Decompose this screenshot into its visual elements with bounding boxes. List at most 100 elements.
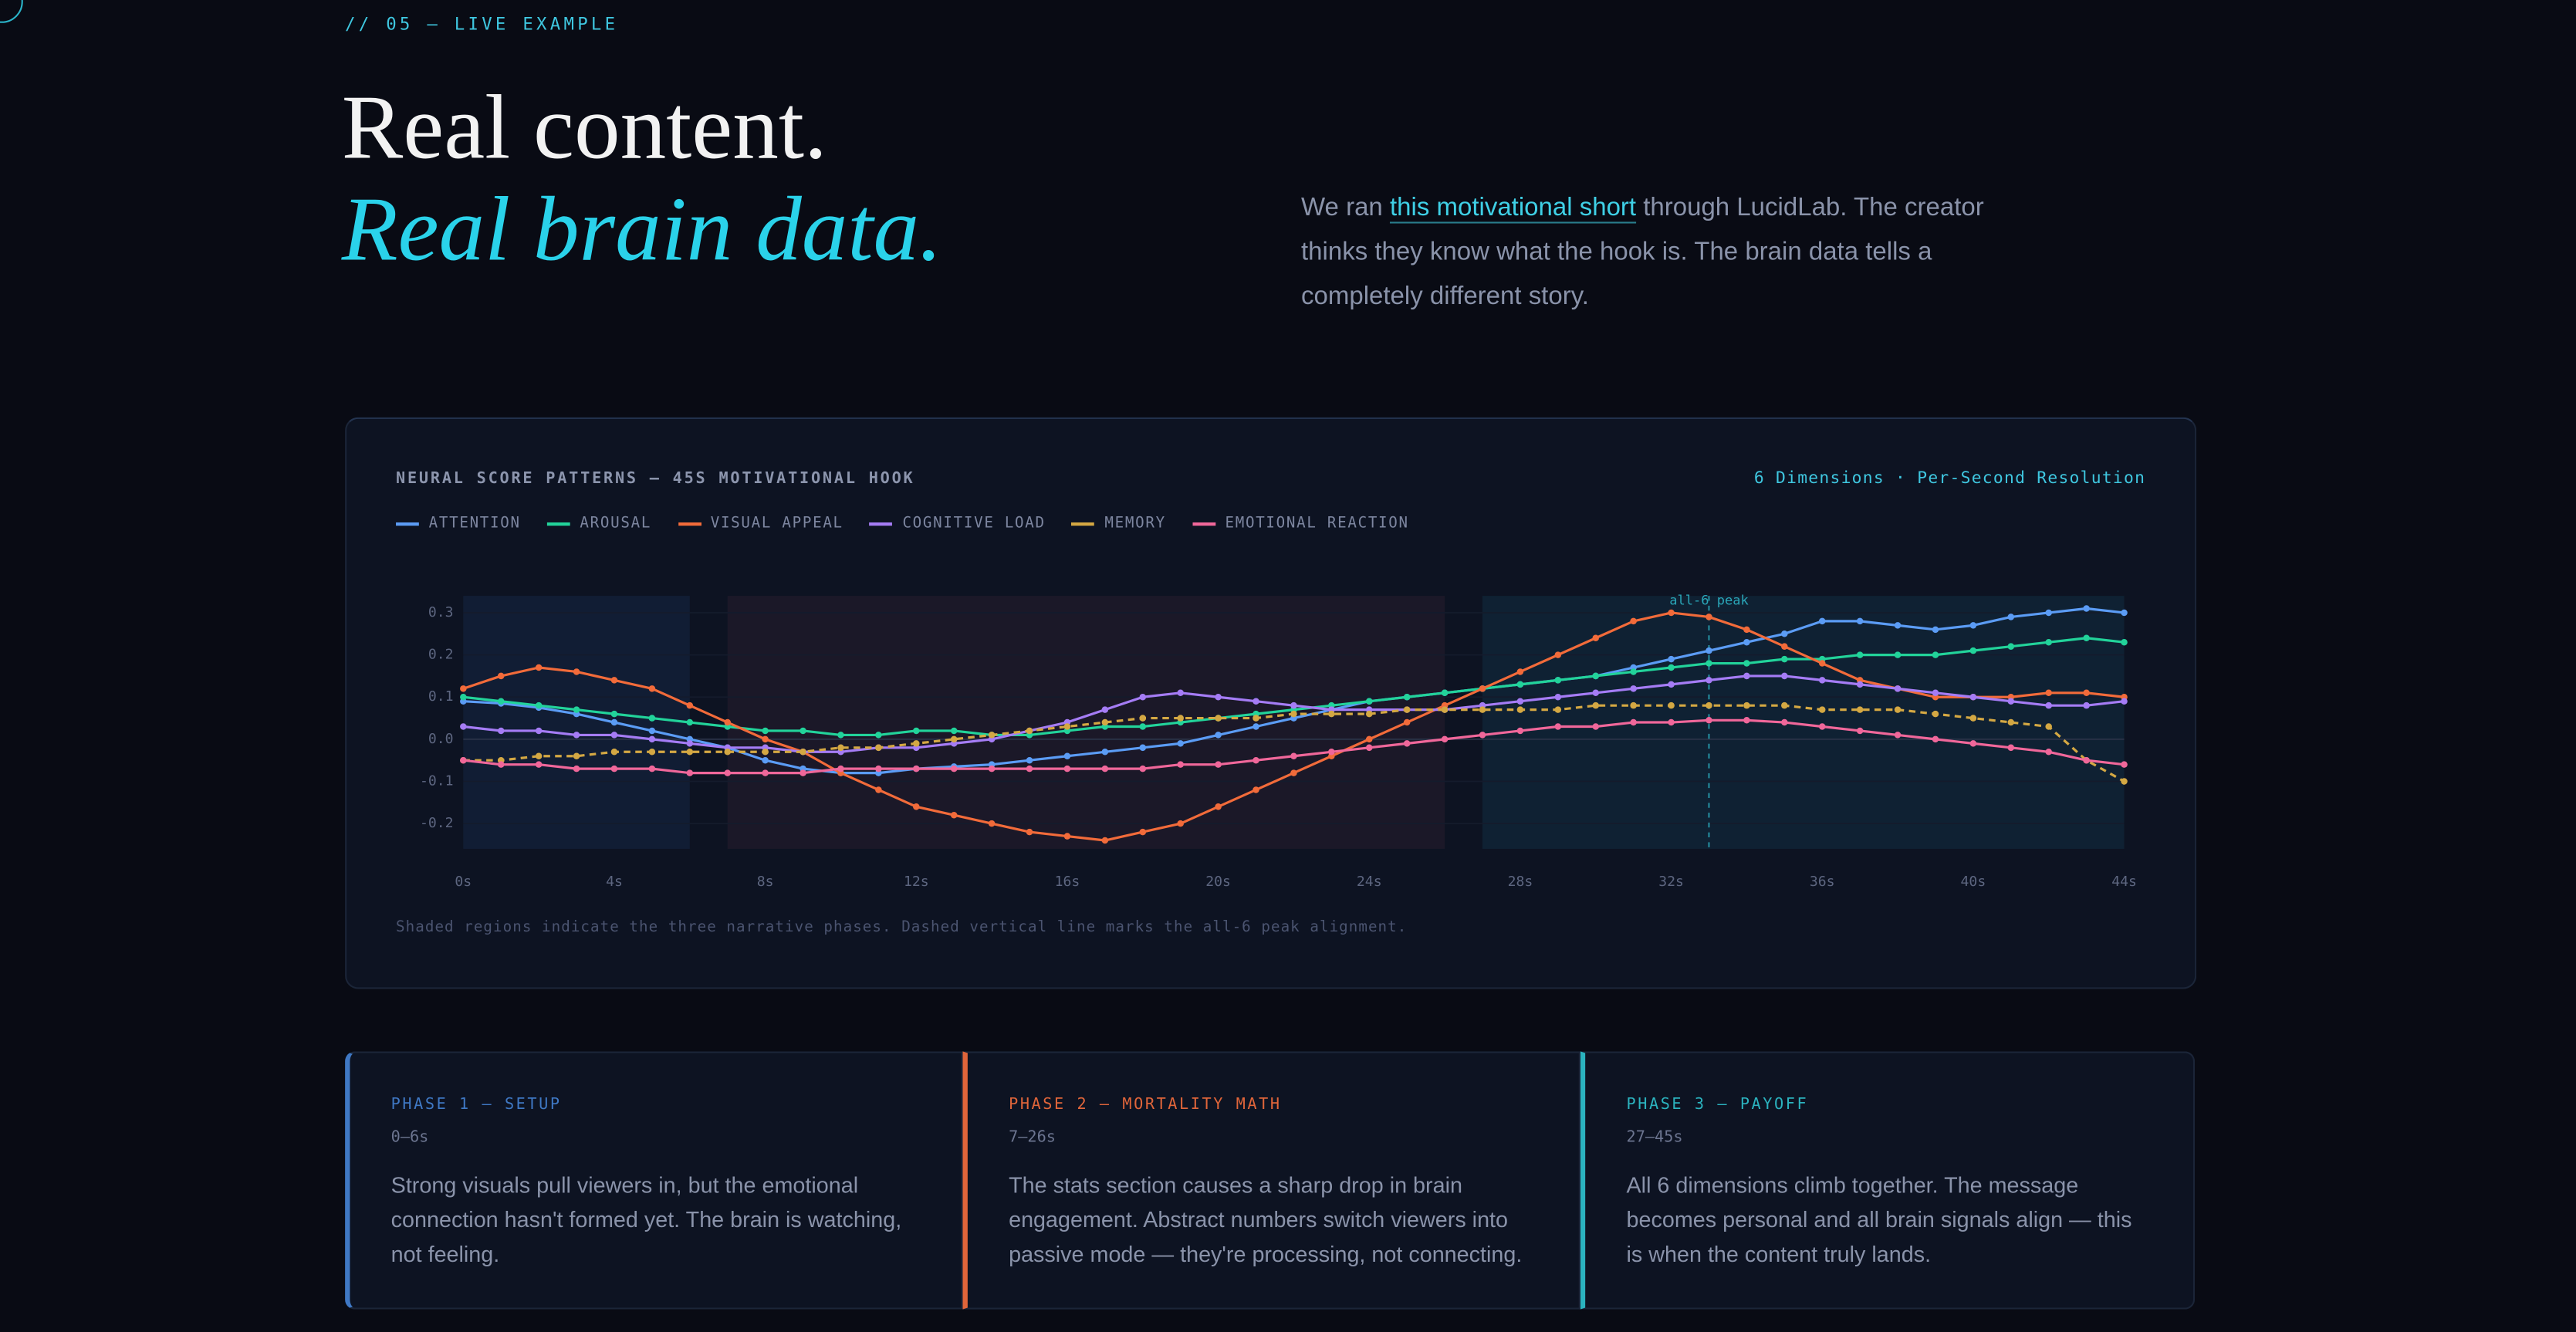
headline: Real content. — [341, 77, 827, 180]
data-point — [988, 765, 996, 772]
data-point — [1366, 698, 1373, 705]
legend-label: AROUSAL — [580, 516, 652, 532]
data-point — [1139, 828, 1147, 836]
data-point — [1215, 693, 1222, 701]
data-point — [1781, 718, 1788, 726]
data-point — [1932, 710, 1939, 718]
phase-region — [1482, 596, 2125, 849]
phase-text: The stats section causes a sharp drop in… — [1009, 1172, 1523, 1267]
data-point — [1969, 647, 1977, 654]
intro-link[interactable]: this motivational short — [1389, 194, 1637, 222]
data-point — [1818, 617, 1826, 625]
data-point — [1969, 622, 1977, 629]
data-point — [1177, 715, 1184, 722]
data-point — [724, 749, 731, 756]
data-point — [950, 811, 958, 819]
data-point — [2121, 609, 2128, 617]
data-point — [686, 769, 694, 776]
data-point — [1743, 660, 1750, 667]
data-point — [2083, 689, 2090, 697]
data-point — [1177, 689, 1184, 697]
data-point — [2007, 614, 2015, 620]
data-point — [1932, 689, 1939, 697]
phase-title: PHASE 2 — MORTALITY MATH — [1009, 1095, 1282, 1114]
data-point — [1818, 677, 1826, 684]
x-tick-label: 16s — [1055, 874, 1080, 890]
x-tick-label: 28s — [1508, 874, 1533, 890]
legend-item: VISUAL APPEAL — [678, 516, 843, 532]
phase-range: 27–45s — [1626, 1128, 1683, 1147]
data-point — [1215, 732, 1222, 739]
data-point — [1706, 717, 1712, 724]
data-point — [535, 701, 543, 709]
data-point — [497, 698, 505, 705]
legend-swatch — [396, 522, 419, 526]
data-point — [1177, 740, 1184, 747]
y-tick-label: 0.0 — [428, 731, 454, 747]
data-point — [1479, 706, 1486, 713]
data-point — [610, 718, 618, 726]
data-point — [1063, 765, 1071, 772]
data-point — [2083, 605, 2090, 612]
data-point — [1856, 706, 1864, 713]
data-point — [460, 756, 467, 764]
data-point — [1743, 672, 1750, 680]
data-point — [1856, 651, 1864, 658]
data-point — [1139, 723, 1147, 730]
data-point — [1516, 668, 1524, 675]
data-point — [1441, 689, 1449, 697]
data-point — [573, 752, 580, 760]
phase-region — [463, 596, 690, 849]
data-point — [2045, 701, 2052, 709]
x-tick-label: 36s — [1810, 874, 1835, 890]
data-point — [988, 732, 996, 739]
data-point — [535, 752, 543, 760]
data-point — [460, 693, 467, 701]
data-point — [1818, 706, 1826, 713]
y-tick-label: -0.2 — [420, 815, 454, 831]
data-point — [1366, 710, 1373, 718]
data-point — [1177, 761, 1184, 768]
data-point — [1554, 723, 1562, 730]
data-point — [1781, 643, 1788, 650]
data-point — [913, 803, 920, 810]
data-point — [1781, 655, 1788, 663]
data-point — [648, 765, 656, 772]
data-point — [1290, 710, 1297, 718]
data-point — [1592, 723, 1599, 730]
headline-accent: Real brain data. — [341, 179, 942, 282]
y-tick-label: -0.1 — [420, 773, 454, 789]
data-point — [2007, 744, 2015, 752]
x-tick-label: 40s — [1961, 874, 1986, 890]
data-point — [610, 732, 618, 739]
data-point — [1856, 727, 1864, 735]
data-point — [1668, 718, 1675, 726]
data-point — [837, 732, 844, 739]
data-point — [497, 672, 505, 680]
data-point — [1969, 740, 1977, 747]
legend-label: EMOTIONAL REACTION — [1225, 516, 1409, 532]
data-point — [1668, 609, 1675, 617]
phase-card: PHASE 1 — SETUP 0–6s Strong visuals pull v… — [345, 1051, 963, 1310]
data-point — [1290, 701, 1297, 709]
data-point — [1781, 701, 1788, 709]
data-point — [1932, 651, 1939, 658]
data-point — [1139, 693, 1147, 701]
data-point — [1932, 735, 1939, 743]
data-point — [497, 761, 505, 768]
legend-label: MEMORY — [1104, 516, 1166, 532]
data-point — [1592, 672, 1599, 680]
data-point — [2083, 634, 2090, 642]
data-point — [1706, 647, 1712, 654]
data-point — [1101, 749, 1109, 756]
data-point — [1668, 655, 1675, 663]
data-point — [1706, 660, 1712, 667]
phase-range: 0–6s — [390, 1128, 429, 1147]
data-point — [837, 765, 844, 772]
data-point — [1063, 833, 1071, 840]
data-point — [762, 735, 769, 743]
data-point — [686, 740, 694, 747]
data-point — [2121, 778, 2128, 785]
data-point — [2121, 761, 2128, 768]
